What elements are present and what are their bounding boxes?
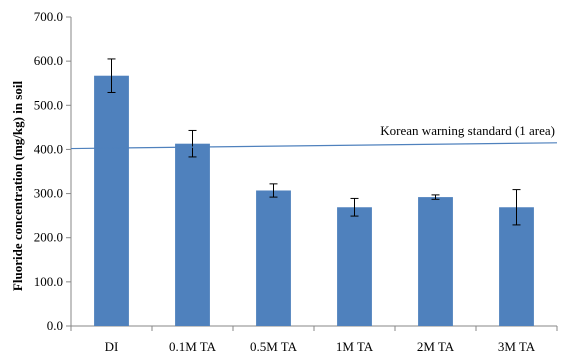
- y-tick-label: 700.0: [34, 9, 63, 24]
- bar: [256, 190, 291, 326]
- y-tick-label: 100.0: [34, 274, 63, 289]
- bar: [418, 197, 453, 326]
- bar: [337, 207, 372, 326]
- reference-line-label: Korean warning standard (1 area): [380, 123, 555, 138]
- bar: [175, 143, 210, 326]
- y-tick-label: 500.0: [34, 97, 63, 112]
- bar: [94, 75, 129, 327]
- plot-area: 0.0 100.0 200.0 300.0 400.0 500.0 600.0 700.0 DI…: [34, 9, 558, 354]
- y-tick-label: 300.0: [34, 186, 63, 201]
- y-axis-label: Fluoride concentration (mg/kg) in soil: [10, 81, 25, 292]
- x-tick-label: 0.1M TA: [169, 339, 217, 354]
- x-tick-label: 2M TA: [417, 339, 455, 354]
- bar: [499, 207, 534, 326]
- reference-line: [70, 142, 558, 150]
- y-tick-label: 600.0: [34, 53, 63, 68]
- y-tick-label: 200.0: [34, 230, 63, 245]
- x-tick-label: DI: [105, 339, 119, 354]
- x-tick-label: 0.5M TA: [250, 339, 298, 354]
- x-tick-label: 1M TA: [336, 339, 374, 354]
- x-tick-label: 3M TA: [498, 339, 536, 354]
- y-tick-label: 0.0: [47, 318, 63, 333]
- y-tick-label: 400.0: [34, 141, 63, 156]
